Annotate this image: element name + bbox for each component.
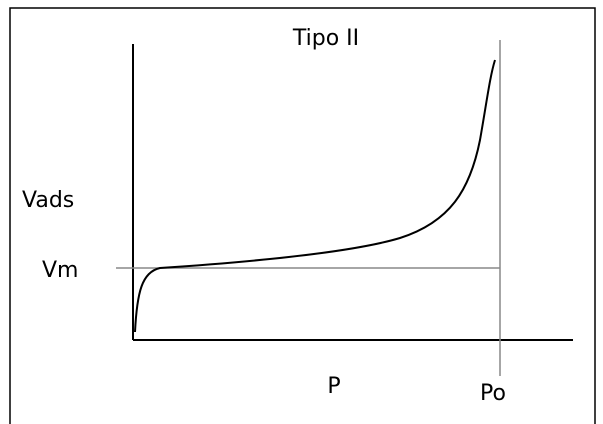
frame [9,7,596,424]
y-axis-label: Vads [22,188,74,213]
title: Tipo II [292,26,359,51]
isotherm-curve [134,59,496,333]
monolayer-label: Vm [42,258,78,283]
saturation-label: Po [480,381,506,406]
x-axis-label: P [327,374,340,399]
